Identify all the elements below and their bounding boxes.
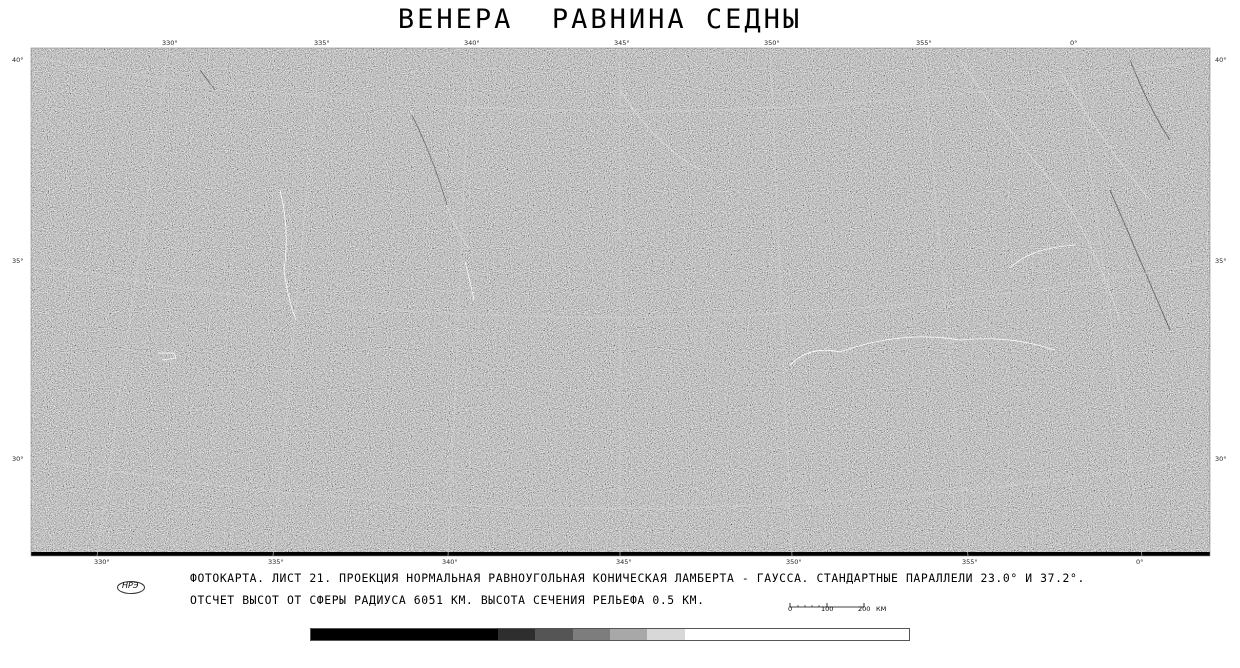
- gray-scale-step: [759, 629, 797, 640]
- gray-scale-step: [722, 629, 760, 640]
- scale-bar: 0 100 200 КМ: [788, 596, 898, 616]
- gray-scale-step: [423, 629, 461, 640]
- caption-line-2: ОТСЧЕТ ВЫСОТ ОТ СФЕРЫ РАДИУСА 6051 КМ. В…: [190, 593, 705, 607]
- right-latitude-label: 40°: [1215, 56, 1227, 64]
- left-latitude-label: 35°: [12, 257, 24, 265]
- bottom-longitude-label: 355°: [962, 558, 978, 566]
- gray-scale-step: [497, 629, 536, 640]
- gray-scale-step: [348, 629, 386, 640]
- top-longitude-label: 345°: [614, 39, 630, 47]
- logo-text: НРЭ: [122, 581, 139, 590]
- top-longitude-label: 355°: [916, 39, 932, 47]
- caption-line-1: ФОТОКАРТА. ЛИСТ 21. ПРОЕКЦИЯ НОРМАЛЬНАЯ …: [190, 571, 1085, 585]
- right-latitude-label: 30°: [1215, 455, 1227, 463]
- bottom-longitude-label: 330°: [94, 558, 110, 566]
- top-longitude-label: 350°: [764, 39, 780, 47]
- right-latitude-label: 35°: [1215, 257, 1227, 265]
- gray-scale-step: [871, 629, 909, 640]
- gray-scale-step: [460, 629, 498, 640]
- gray-scale-step: [535, 629, 573, 640]
- gray-scale-step: [796, 629, 835, 640]
- left-latitude-label: 40°: [12, 56, 24, 64]
- gray-scale-step: [647, 629, 685, 640]
- gray-scale-step: [385, 629, 424, 640]
- top-longitude-label: 330°: [162, 39, 178, 47]
- scale-unit: КМ: [876, 605, 887, 613]
- gray-scale-step: [684, 629, 723, 640]
- terrain-coverage: [31, 48, 1210, 552]
- gray-scale-bar: [310, 628, 910, 641]
- gray-scale-step: [610, 629, 648, 640]
- scale-label-100: 100: [821, 605, 834, 613]
- bottom-longitude-label: 340°: [442, 558, 458, 566]
- map-title: ВЕНЕРА РАВНИНА СЕДНЫ: [397, 4, 803, 35]
- gray-scale-step: [311, 629, 349, 640]
- top-longitude-label: 0°: [1070, 39, 1078, 47]
- top-longitude-label: 335°: [314, 39, 330, 47]
- bottom-longitude-label: 0°: [1136, 558, 1144, 566]
- bottom-longitude-label: 350°: [786, 558, 802, 566]
- left-latitude-label: 30°: [12, 455, 24, 463]
- bottom-longitude-label: 335°: [268, 558, 284, 566]
- top-longitude-label: 340°: [464, 39, 480, 47]
- publisher-logo: НРЭ: [116, 580, 146, 595]
- scale-label-200: 200: [858, 605, 871, 613]
- gray-scale-step: [834, 629, 872, 640]
- bottom-longitude-label: 345°: [616, 558, 632, 566]
- gray-scale-step: [572, 629, 610, 640]
- scale-label-0: 0: [788, 605, 793, 613]
